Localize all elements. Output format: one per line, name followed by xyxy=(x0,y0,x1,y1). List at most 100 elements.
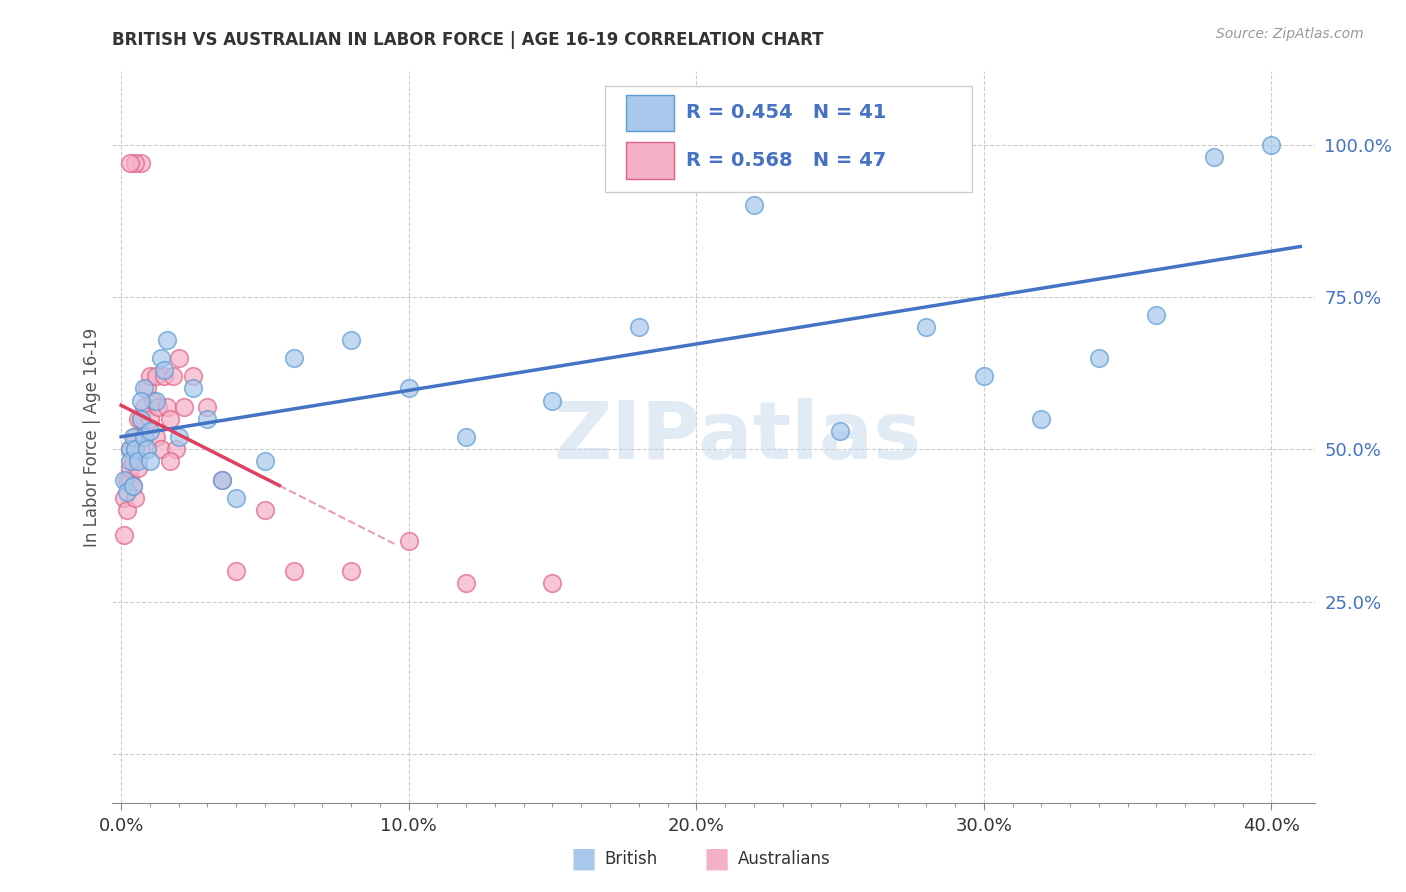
Point xyxy=(828,424,851,438)
Point xyxy=(139,424,162,438)
Point xyxy=(115,473,138,487)
Point xyxy=(1260,137,1282,152)
Point xyxy=(142,393,165,408)
Point xyxy=(115,503,138,517)
Point xyxy=(139,369,162,384)
Point xyxy=(195,412,219,426)
Point xyxy=(124,430,146,444)
Point xyxy=(139,412,162,426)
Point xyxy=(129,156,152,170)
Point xyxy=(159,454,181,468)
Point xyxy=(1031,412,1053,426)
Text: R = 0.568   N = 47: R = 0.568 N = 47 xyxy=(686,151,886,169)
Text: British: British xyxy=(605,850,658,868)
Point xyxy=(150,351,173,365)
Point xyxy=(145,430,167,444)
Point xyxy=(1144,308,1167,322)
Point xyxy=(129,412,152,426)
Point xyxy=(156,400,179,414)
Point xyxy=(162,369,184,384)
Point xyxy=(150,442,173,457)
Point xyxy=(225,564,247,578)
Point xyxy=(211,473,233,487)
Point xyxy=(127,454,149,468)
Text: ■: ■ xyxy=(571,845,596,872)
Point xyxy=(165,442,187,457)
Point xyxy=(398,533,420,548)
Point xyxy=(121,430,143,444)
Point xyxy=(118,460,141,475)
Point xyxy=(283,351,305,365)
Point xyxy=(132,381,156,395)
Point xyxy=(253,503,276,517)
Text: Australians: Australians xyxy=(738,850,831,868)
Text: ZIPatlas: ZIPatlas xyxy=(554,398,922,476)
Point xyxy=(112,527,135,541)
Point xyxy=(132,400,156,414)
Point xyxy=(253,454,276,468)
Point xyxy=(118,442,141,457)
Point xyxy=(156,333,179,347)
FancyBboxPatch shape xyxy=(606,86,972,192)
Point xyxy=(167,430,190,444)
Point xyxy=(132,430,156,444)
Point xyxy=(456,430,478,444)
Point xyxy=(153,363,176,377)
Point xyxy=(225,491,247,505)
Point xyxy=(148,400,170,414)
Point xyxy=(124,156,146,170)
Point xyxy=(283,564,305,578)
Point xyxy=(159,412,181,426)
Point xyxy=(136,381,159,395)
Point xyxy=(541,576,564,591)
Point xyxy=(195,400,219,414)
Text: BRITISH VS AUSTRALIAN IN LABOR FORCE | AGE 16-19 CORRELATION CHART: BRITISH VS AUSTRALIAN IN LABOR FORCE | A… xyxy=(112,31,824,49)
Point xyxy=(1202,150,1225,164)
Point xyxy=(340,333,363,347)
Text: R = 0.454   N = 41: R = 0.454 N = 41 xyxy=(686,103,886,122)
Point xyxy=(340,564,363,578)
Point xyxy=(627,320,650,334)
Point xyxy=(173,400,195,414)
Point xyxy=(127,412,149,426)
Point xyxy=(456,576,478,591)
Point xyxy=(1088,351,1111,365)
Point xyxy=(181,381,204,395)
Point xyxy=(121,479,143,493)
Point xyxy=(915,320,938,334)
Point xyxy=(153,369,176,384)
Point xyxy=(145,393,167,408)
Point xyxy=(115,485,138,500)
Point xyxy=(181,369,204,384)
Point xyxy=(167,351,190,365)
Point xyxy=(124,491,146,505)
Point xyxy=(118,473,141,487)
Point xyxy=(211,473,233,487)
Point xyxy=(127,460,149,475)
Point xyxy=(124,442,146,457)
Point xyxy=(132,430,156,444)
Point xyxy=(129,412,152,426)
Point xyxy=(112,491,135,505)
Point xyxy=(742,198,765,212)
Point xyxy=(118,442,141,457)
Point xyxy=(121,479,143,493)
Bar xyxy=(626,142,673,178)
Point xyxy=(541,393,564,408)
Point xyxy=(112,473,135,487)
Text: ■: ■ xyxy=(704,845,730,872)
Point xyxy=(973,369,995,384)
Y-axis label: In Labor Force | Age 16-19: In Labor Force | Age 16-19 xyxy=(83,327,101,547)
Point xyxy=(129,393,152,408)
Point xyxy=(398,381,420,395)
Text: Source: ZipAtlas.com: Source: ZipAtlas.com xyxy=(1216,27,1364,41)
Point xyxy=(136,442,159,457)
Point xyxy=(118,156,141,170)
Point xyxy=(685,168,707,182)
Point xyxy=(145,369,167,384)
Point xyxy=(118,454,141,468)
Point xyxy=(139,454,162,468)
Point xyxy=(121,454,143,468)
Point xyxy=(129,442,152,457)
Point xyxy=(124,442,146,457)
